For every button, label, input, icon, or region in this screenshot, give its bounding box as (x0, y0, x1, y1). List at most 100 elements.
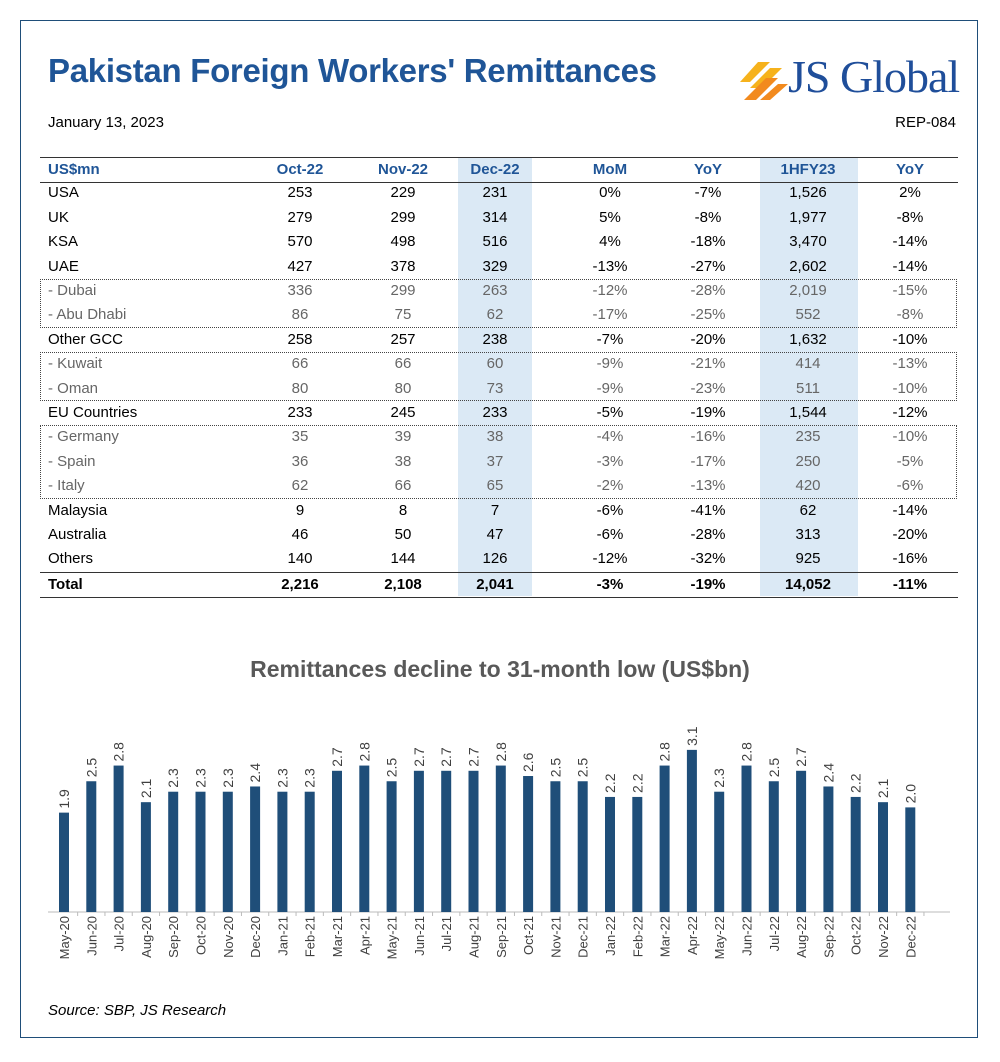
report-id: REP-084 (895, 114, 956, 131)
table-row-cell: -27% (690, 257, 726, 275)
bar (113, 765, 124, 912)
table-row-cell: -32% (690, 550, 726, 568)
table-row-cell: UAE (48, 257, 79, 275)
table-row: - Abu Dhabi 86 75 62 -17% -25% 552 -8% (40, 303, 958, 327)
bar (195, 791, 206, 912)
table-row-cell: 229 (390, 184, 416, 202)
table-header-cell: 1HFY23 (780, 161, 836, 178)
table-row-cell: 245 (390, 404, 416, 421)
total-row-cell: 2,108 (384, 575, 422, 593)
data-label: 2.8 (739, 742, 755, 762)
table-header-cell: MoM (592, 161, 628, 178)
subregion-group-box (40, 279, 957, 328)
table-row-cell: -7% (596, 330, 624, 348)
table-row-cell: -9% (596, 379, 624, 397)
table-header-cell: YoY (693, 161, 723, 178)
data-label: 2.5 (83, 758, 99, 778)
table-row-cell: 60 (486, 355, 504, 373)
logo-text: JS Global (788, 51, 960, 102)
table-row-cell: -2% (596, 477, 624, 495)
table-row-cell: 231 (482, 184, 508, 202)
bar (250, 786, 261, 912)
table-row-cell: 4% (599, 233, 621, 251)
data-label: 2.8 (657, 742, 673, 762)
table-row-cell: -8% (896, 306, 924, 324)
bar (878, 802, 888, 912)
x-tick-label: Jul-22 (767, 916, 782, 951)
table-row: Other GCC 258 257 238 -7% -20% 1,632 -10% (40, 328, 958, 352)
table-row-cell: -13% (592, 257, 628, 275)
table-row-cell: 570 (287, 233, 313, 251)
table-row-cell: 238 (482, 330, 508, 348)
table-row-cell: -12% (592, 282, 628, 299)
table-row-cell: -14% (892, 501, 928, 519)
x-tick-label: Feb-22 (630, 916, 645, 957)
x-tick-label: Jul-20 (112, 916, 127, 951)
bar (495, 765, 506, 912)
report-date: January 13, 2023 (48, 114, 164, 131)
x-tick-label: Aug-22 (794, 916, 809, 958)
page-title: Pakistan Foreign Workers' Remittances (48, 52, 657, 89)
table-row-cell: -13% (892, 355, 928, 373)
data-label: 2.3 (711, 768, 727, 788)
table-row-cell: 420 (795, 477, 821, 495)
table-row-cell: -16% (690, 428, 726, 446)
table-row-cell: - Kuwait (48, 355, 103, 373)
table-row-cell: -21% (690, 355, 726, 373)
bar (140, 802, 151, 912)
x-tick-label: Mar-21 (330, 916, 345, 957)
table-row-cell: -13% (690, 477, 726, 495)
js-global-logo: JS Global (740, 50, 960, 103)
table-row-cell: 8 (398, 501, 408, 519)
table-row: - Kuwait 66 66 60 -9% -21% 414 -13% (40, 352, 958, 376)
data-label: 2.7 (329, 747, 345, 767)
bar (714, 791, 725, 912)
data-label: 3.1 (684, 726, 700, 746)
bar (796, 770, 807, 912)
data-label: 2.1 (138, 778, 154, 798)
table-row-cell: 378 (390, 257, 416, 275)
table-row-cell: 427 (287, 257, 313, 275)
table-header-cell: US$mn (48, 161, 100, 178)
table-row-cell: 66 (291, 355, 309, 373)
data-label: 2.7 (793, 747, 809, 767)
table-row: - Germany 35 39 38 -4% -16% 235 -10% (40, 425, 958, 449)
table-row-cell: -3% (596, 452, 624, 470)
table-row-cell: -14% (892, 257, 928, 275)
table-row-cell: USA (48, 184, 79, 202)
data-label: 2.2 (629, 773, 645, 793)
table-row-cell: -41% (690, 501, 726, 519)
data-label: 2.8 (493, 742, 509, 762)
table-row-cell: 1,526 (789, 184, 827, 202)
table-row-cell: -20% (690, 330, 726, 348)
x-tick-label: Dec-20 (248, 916, 263, 958)
x-tick-label: Dec-22 (903, 916, 918, 958)
data-label: 2.3 (220, 768, 236, 788)
table-row: - Spain 36 38 37 -3% -17% 250 -5% (40, 450, 958, 474)
total-row-cell: 14,052 (785, 575, 831, 593)
table-row-cell: 2,602 (789, 257, 827, 275)
table-row-cell: 36 (291, 452, 309, 470)
bar (741, 765, 752, 912)
bar (550, 781, 561, 912)
x-tick-label: Sep-20 (166, 916, 181, 958)
table-row-cell: 314 (482, 208, 508, 226)
table-row: - Dubai 336 299 263 -12% -28% 2,019 -15% (40, 279, 958, 303)
bar (168, 791, 179, 912)
data-label: 2.4 (247, 763, 263, 783)
table-row-cell: 66 (394, 477, 412, 495)
table-row-cell: 1,977 (789, 208, 827, 226)
table-row-cell: 299 (390, 282, 416, 299)
table-header-cell: Oct-22 (276, 161, 324, 178)
table-row-cell: -28% (690, 282, 726, 299)
table-row-cell: 50 (394, 526, 412, 543)
bar (359, 765, 370, 912)
bar (86, 781, 97, 912)
table-row-cell: 75 (394, 306, 412, 324)
total-row-cell: -19% (690, 575, 726, 593)
table-row-cell: 140 (287, 550, 313, 568)
x-tick-label: Jun-21 (412, 916, 427, 956)
1hfy23-highlight (760, 157, 858, 596)
table-row-cell: -16% (892, 550, 928, 568)
source-note: Source: SBP, JS Research (48, 1002, 227, 1019)
